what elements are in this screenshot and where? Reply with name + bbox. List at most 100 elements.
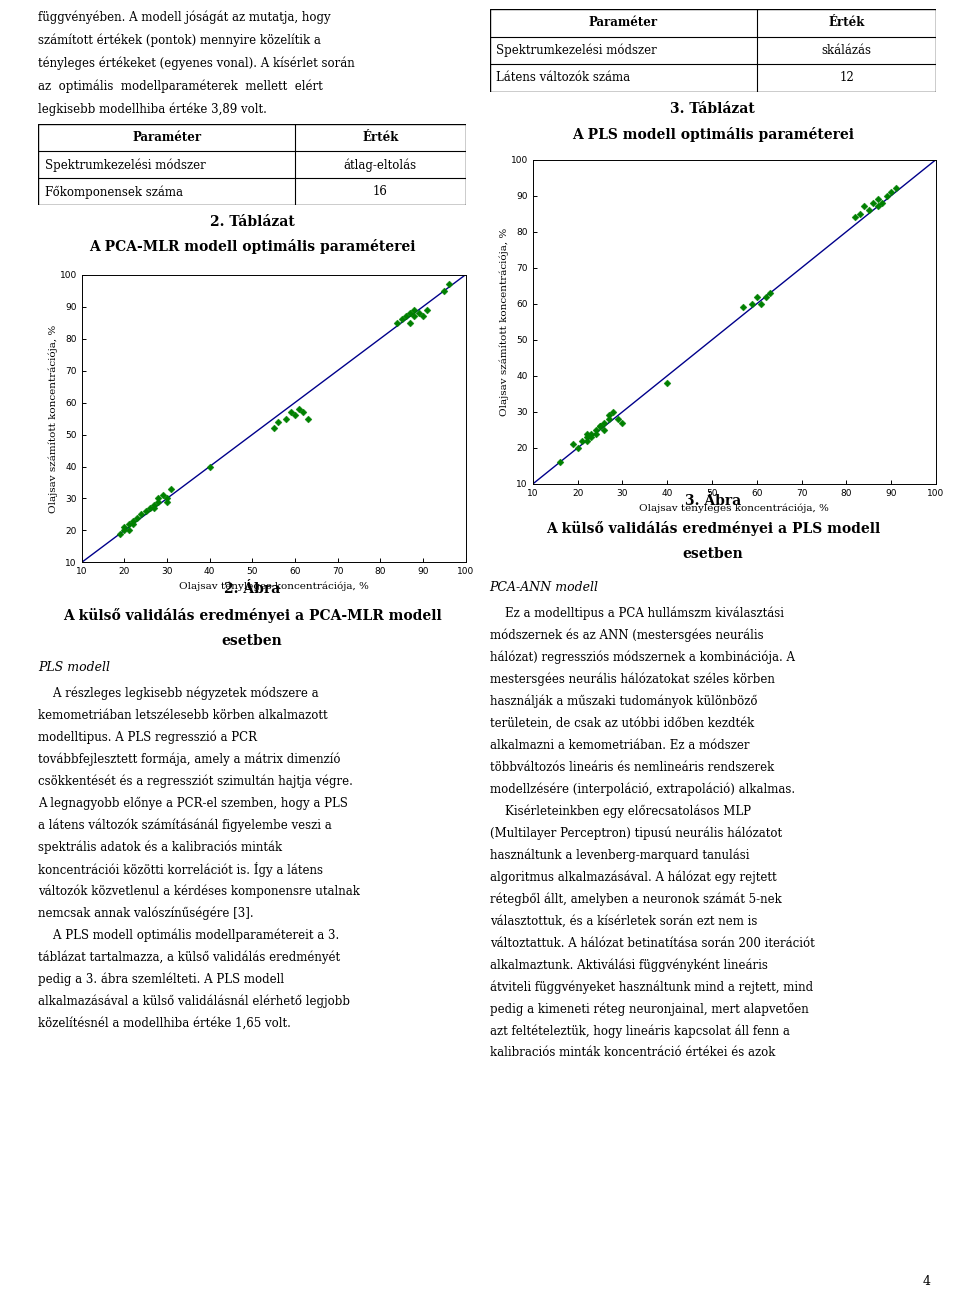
Text: használják a műszaki tudományok különböző: használják a műszaki tudományok különböz… xyxy=(490,695,757,709)
Point xyxy=(601,405,616,426)
Point xyxy=(861,200,876,221)
Point xyxy=(883,182,899,203)
Text: A legnagyobb előnye a PCR-el szemben, hogy a PLS: A legnagyobb előnye a PCR-el szemben, ho… xyxy=(38,797,348,810)
Point xyxy=(138,501,154,522)
Point xyxy=(163,479,179,500)
Point xyxy=(758,286,774,307)
Point xyxy=(112,523,128,544)
Point xyxy=(848,207,863,228)
Text: Ez a modelltipus a PCA hullámszm kiválasztási: Ez a modelltipus a PCA hullámszm kiválas… xyxy=(490,607,783,620)
Text: tényleges értékeket (egyenes vonal). A kísérlet során: tényleges értékeket (egyenes vonal). A k… xyxy=(38,56,355,69)
Point xyxy=(579,426,594,447)
Text: alkalmazásával a külső validálásnál elérhető legjobb: alkalmazásával a külső validálásnál elér… xyxy=(38,994,350,1008)
Point xyxy=(130,508,145,528)
Text: átviteli függvényeket használtunk mind a rejtett, mind: átviteli függvényeket használtunk mind a… xyxy=(490,981,813,994)
Text: használtunk a levenberg-marquard tanulási: használtunk a levenberg-marquard tanulás… xyxy=(490,849,749,862)
Text: A külső validálás eredményei a PCA-MLR modell: A külső validálás eredményei a PCA-MLR m… xyxy=(62,608,442,623)
Text: 2. Ábra: 2. Ábra xyxy=(224,582,280,596)
Point xyxy=(888,178,903,199)
Text: 4: 4 xyxy=(923,1275,930,1288)
Point xyxy=(411,302,426,323)
Point xyxy=(574,430,589,451)
Point xyxy=(565,434,581,455)
Point xyxy=(592,416,608,437)
Text: PCA-ANN modell: PCA-ANN modell xyxy=(490,581,599,594)
Text: továbbfejlesztett formája, amely a mátrix dimenzíó: továbbfejlesztett formája, amely a mátri… xyxy=(38,752,341,766)
Point xyxy=(398,306,414,327)
Text: A PLS modell optimális modellparamétereit a 3.: A PLS modell optimális modellparaméterei… xyxy=(38,929,340,942)
Text: Főkomponensek száma: Főkomponensek száma xyxy=(45,186,182,199)
Point xyxy=(879,186,895,207)
Text: Érték: Érték xyxy=(828,17,865,29)
Point xyxy=(754,293,769,314)
Point xyxy=(611,408,626,429)
Text: rétegből állt, amelyben a neuronok számát 5-nek: rétegből állt, amelyben a neuronok számá… xyxy=(490,892,781,906)
Text: (Multilayer Perceptron) tipusú neurális hálózatot: (Multilayer Perceptron) tipusú neurális … xyxy=(490,827,781,840)
Point xyxy=(570,437,586,458)
Text: Paraméter: Paraméter xyxy=(588,17,659,29)
Point xyxy=(202,456,217,477)
Point xyxy=(147,497,162,518)
Text: kemometriában letszélesebb körben alkalmazott: kemometriában letszélesebb körben alkalm… xyxy=(38,709,328,722)
Point xyxy=(588,422,603,443)
Point xyxy=(437,280,452,301)
Text: A PCA-MLR modell optimális paraméterei: A PCA-MLR modell optimális paraméterei xyxy=(88,239,416,254)
Point xyxy=(121,521,136,542)
Text: kalibraciós minták koncentráció értékei és azok: kalibraciós minták koncentráció értékei … xyxy=(490,1046,775,1059)
Y-axis label: Olajsav számított koncentrációja, %: Olajsav számított koncentrációja, % xyxy=(49,324,59,513)
Text: 3. Ábra: 3. Ábra xyxy=(684,494,741,509)
Point xyxy=(278,408,294,429)
Point xyxy=(745,293,760,314)
Text: Érték: Érték xyxy=(362,131,398,144)
Text: esetben: esetben xyxy=(683,547,743,561)
Point xyxy=(402,302,418,323)
X-axis label: Olajsav tényleges koncentrációja, %: Olajsav tényleges koncentrációja, % xyxy=(179,582,369,591)
Text: átlag-eltolás: átlag-eltolás xyxy=(344,158,417,171)
Text: 2. Táblázat: 2. Táblázat xyxy=(209,215,295,229)
Text: a látens változók számításánál figyelembe veszi a: a látens változók számításánál figyelemb… xyxy=(38,819,332,832)
Point xyxy=(606,402,621,422)
Point xyxy=(856,196,872,217)
Point xyxy=(116,521,132,542)
Text: A PLS modell optimális paraméterei: A PLS modell optimális paraméterei xyxy=(572,127,853,141)
Point xyxy=(601,408,616,429)
Point xyxy=(407,300,422,320)
Text: Paraméter: Paraméter xyxy=(132,131,202,144)
Text: 16: 16 xyxy=(372,186,388,199)
Point xyxy=(402,313,418,334)
Text: választottuk, és a kísérletek során ezt nem is: választottuk, és a kísérletek során ezt … xyxy=(490,914,757,927)
Point xyxy=(584,426,599,447)
Text: legkisebb modellhiba értéke 3,89 volt.: legkisebb modellhiba értéke 3,89 volt. xyxy=(38,102,267,115)
Point xyxy=(287,405,302,426)
Point xyxy=(394,309,409,330)
Point xyxy=(870,196,885,217)
Point xyxy=(588,420,603,441)
Text: területein, de csak az utóbbi időben kezdték: területein, de csak az utóbbi időben kez… xyxy=(490,717,754,730)
Text: modellzésére (interpoláció, extrapoláció) alkalmas.: modellzésére (interpoláció, extrapoláció… xyxy=(490,782,795,797)
Text: nemcsak annak valószínűségére [3].: nemcsak annak valószínűségére [3]. xyxy=(38,906,254,920)
Text: alkalmaztunk. Aktiválási függvényként lineáris: alkalmaztunk. Aktiválási függvényként li… xyxy=(490,959,767,972)
Point xyxy=(870,188,885,209)
Text: spektrális adatok és a kalibraciós minták: spektrális adatok és a kalibraciós mintá… xyxy=(38,841,282,854)
Point xyxy=(852,203,868,224)
Point xyxy=(762,283,778,303)
Point xyxy=(266,417,281,438)
Point xyxy=(592,416,608,437)
Point xyxy=(270,411,285,432)
Text: közelítésnél a modellhiba értéke 1,65 volt.: közelítésnél a modellhiba értéke 1,65 vo… xyxy=(38,1016,291,1029)
Text: Spektrumkezelési módszer: Spektrumkezelési módszer xyxy=(496,43,657,58)
Point xyxy=(133,504,149,525)
Text: Spektrumkezelési módszer: Spektrumkezelési módszer xyxy=(45,158,205,171)
Text: pedig a 3. ábra szemlélteti. A PLS modell: pedig a 3. ábra szemlélteti. A PLS model… xyxy=(38,972,284,986)
Text: az  optimális  modellparaméterek  mellett  elért: az optimális modellparaméterek mellett e… xyxy=(38,78,324,93)
Point xyxy=(579,430,594,451)
Text: 12: 12 xyxy=(839,72,854,84)
Point xyxy=(420,300,435,320)
Point xyxy=(155,485,170,506)
Point xyxy=(121,514,136,535)
Point xyxy=(159,492,175,513)
Text: A részleges legkisebb négyzetek módszere a: A részleges legkisebb négyzetek módszere… xyxy=(38,687,319,700)
Text: PLS modell: PLS modell xyxy=(38,661,110,674)
Text: számított értékek (pontok) mennyire közelítik a: számított értékek (pontok) mennyire köze… xyxy=(38,34,322,47)
Point xyxy=(390,313,405,334)
